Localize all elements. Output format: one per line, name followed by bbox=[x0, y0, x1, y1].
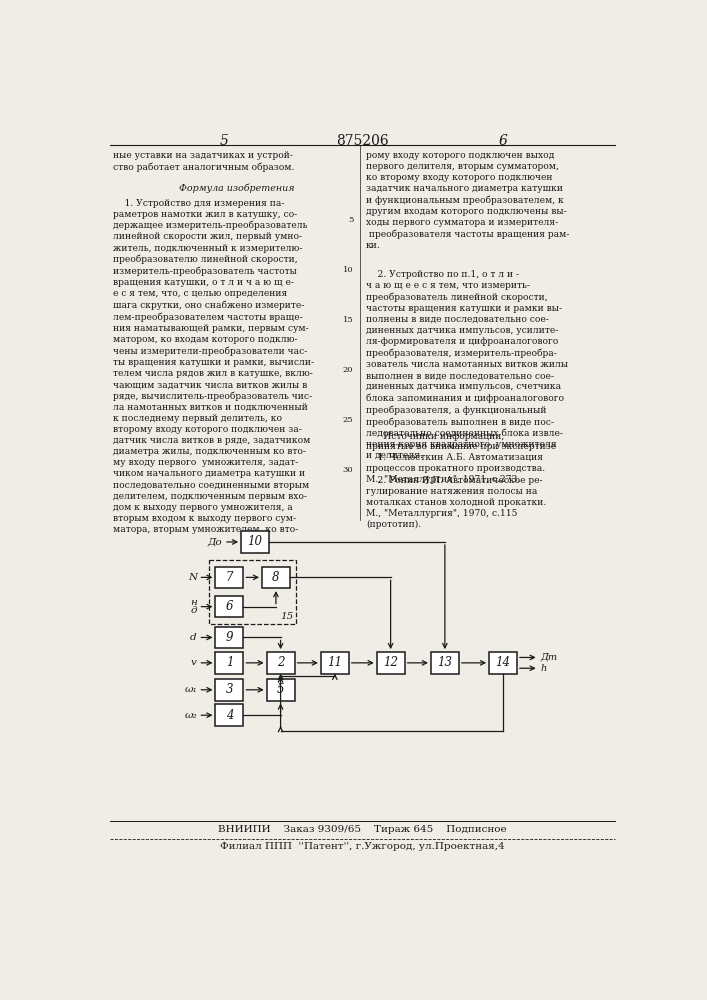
Bar bbox=[431, 652, 459, 674]
Bar bbox=[321, 652, 349, 674]
Text: 5: 5 bbox=[277, 683, 284, 696]
Text: 15: 15 bbox=[343, 316, 354, 324]
Bar bbox=[216, 596, 243, 617]
Bar bbox=[241, 531, 269, 553]
Text: ω₂: ω₂ bbox=[185, 711, 197, 720]
Bar bbox=[267, 652, 295, 674]
Text: Дт: Дт bbox=[540, 653, 557, 662]
Bar bbox=[489, 652, 517, 674]
Text: 6: 6 bbox=[498, 134, 508, 148]
Text: ВНИИПИ    Заказ 9309/65    Тираж 645    Подписное: ВНИИПИ Заказ 9309/65 Тираж 645 Подписное bbox=[218, 825, 506, 834]
Bar bbox=[216, 567, 243, 588]
Text: 5: 5 bbox=[220, 134, 228, 148]
Text: 9: 9 bbox=[226, 631, 233, 644]
Text: 6: 6 bbox=[226, 600, 233, 613]
Text: 15: 15 bbox=[281, 612, 293, 621]
Text: 12: 12 bbox=[383, 656, 398, 669]
Bar bbox=[216, 704, 243, 726]
Text: 1. Челюсткин А.Б. Автоматизация
процессов прокатного производства.
М., "Металлур: 1. Челюсткин А.Б. Автоматизация процессо… bbox=[366, 453, 545, 484]
Text: 2. Ронин Я.П. Автоматическое ре-
гулирование натяжения полосы на
моталках станов: 2. Ронин Я.П. Автоматическое ре- гулиров… bbox=[366, 476, 546, 529]
Bar bbox=[267, 679, 295, 701]
Bar bbox=[262, 567, 290, 588]
Text: Формула изобретения: Формула изобретения bbox=[179, 183, 294, 193]
Bar bbox=[216, 679, 243, 701]
Text: 14: 14 bbox=[496, 656, 510, 669]
Text: N: N bbox=[188, 573, 197, 582]
Text: 5: 5 bbox=[348, 216, 354, 224]
Text: 2: 2 bbox=[277, 656, 284, 669]
Text: Филиал ППП  ''Патент'', г.Ужгород, ул.Проектная,4: Филиал ППП ''Патент'', г.Ужгород, ул.Про… bbox=[220, 842, 504, 851]
Text: До: До bbox=[208, 537, 223, 546]
Bar bbox=[216, 652, 243, 674]
Text: 30: 30 bbox=[343, 466, 354, 474]
Text: принятые во внимание при экспертизе: принятые во внимание при экспертизе bbox=[366, 442, 556, 451]
Text: 11: 11 bbox=[327, 656, 342, 669]
Text: d: d bbox=[190, 633, 197, 642]
Text: ные уставки на задатчиках и устрой-
ство работает аналогичным образом.: ные уставки на задатчиках и устрой- ство… bbox=[113, 151, 295, 172]
Text: h: h bbox=[540, 664, 547, 673]
Text: 1: 1 bbox=[226, 656, 233, 669]
Text: 1. Устройство для измерения па-
раметров намотки жил в катушку, со-
держащее изм: 1. Устройство для измерения па- раметров… bbox=[113, 199, 315, 534]
Text: 20: 20 bbox=[343, 366, 354, 374]
Text: 4: 4 bbox=[226, 709, 233, 722]
Text: 10: 10 bbox=[343, 266, 354, 274]
Text: Источники информации,: Источники информации, bbox=[366, 432, 504, 441]
Text: v: v bbox=[191, 658, 197, 667]
Text: 13: 13 bbox=[438, 656, 452, 669]
Text: рому входу которого подключен выход
первого делителя, вторым сумматором,
ко втор: рому входу которого подключен выход перв… bbox=[366, 151, 569, 250]
Bar bbox=[377, 652, 404, 674]
Bar bbox=[216, 627, 243, 648]
Text: 3: 3 bbox=[226, 683, 233, 696]
Text: 25: 25 bbox=[343, 416, 354, 424]
Text: д: д bbox=[190, 606, 197, 615]
Text: 875206: 875206 bbox=[336, 134, 388, 148]
Bar bbox=[209, 560, 296, 624]
Text: н: н bbox=[190, 598, 197, 607]
Text: 10: 10 bbox=[247, 535, 262, 548]
Text: 8: 8 bbox=[272, 571, 280, 584]
Text: 7: 7 bbox=[226, 571, 233, 584]
Text: ω₁: ω₁ bbox=[185, 685, 197, 694]
Text: 2. Устройство по п.1, о т л и -
ч а ю щ е е с я тем, что измерить-
преобразовате: 2. Устройство по п.1, о т л и - ч а ю щ … bbox=[366, 270, 568, 460]
